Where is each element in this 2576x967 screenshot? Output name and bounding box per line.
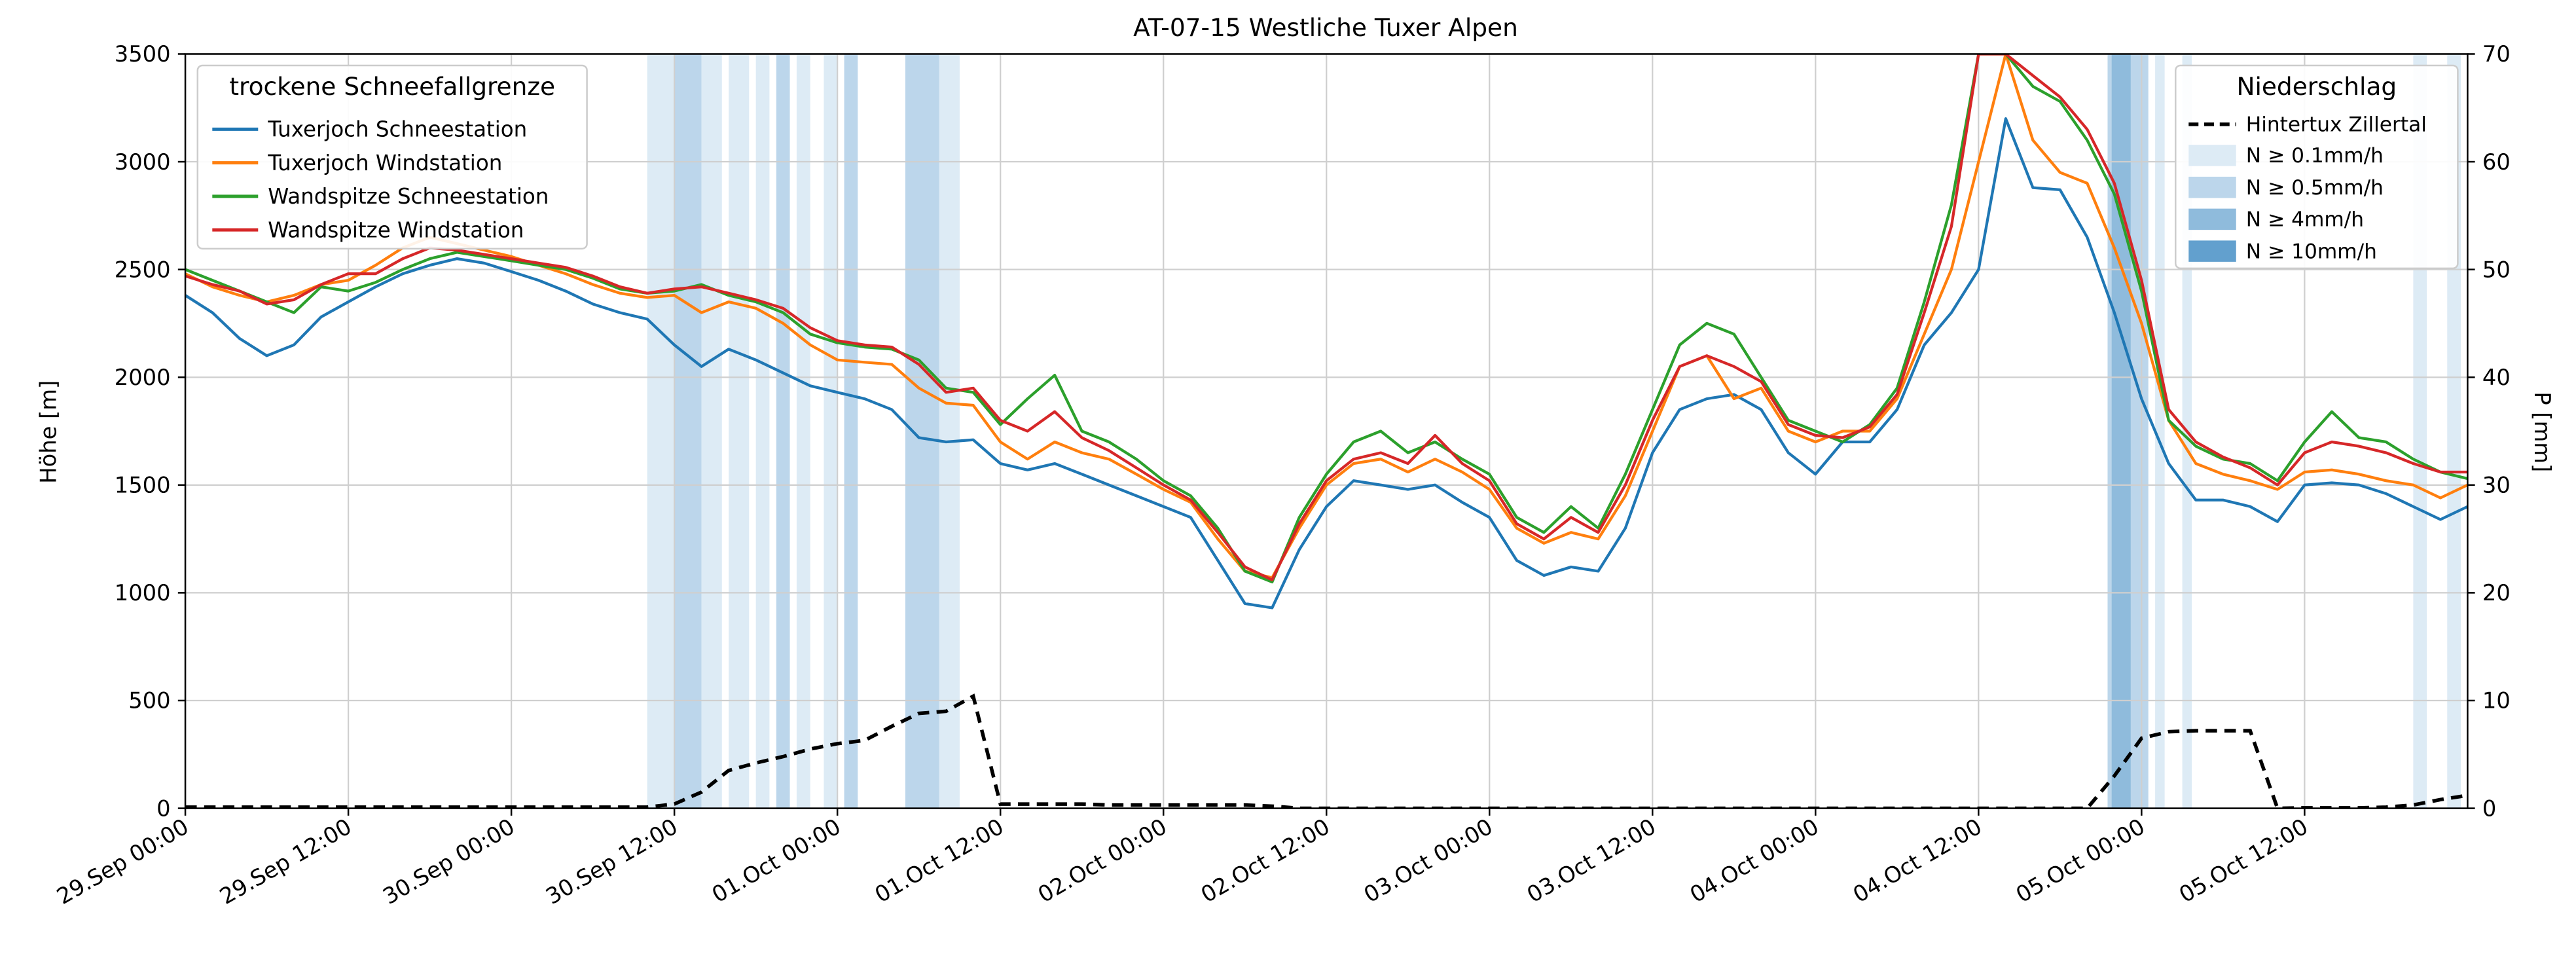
y-tick-label-left: 3000	[115, 149, 171, 175]
x-tick-label: 03.Oct 00:00	[1360, 814, 1497, 908]
y-tick-label-left: 0	[156, 795, 170, 821]
x-tick-label: 05.Oct 00:00	[2012, 814, 2149, 908]
legend-schneefallgrenze: trockene Schneefallgrenze Tuxerjoch Schne…	[196, 64, 588, 250]
precip-cumulative-line	[185, 693, 2468, 809]
y-axis-label-right: P [mm]	[2530, 392, 2555, 472]
y-tick-label-left: 1500	[115, 473, 171, 498]
y-tick-label-right: 0	[2482, 795, 2496, 821]
precip-band	[796, 54, 810, 809]
y-tick-label-left: 1000	[115, 580, 171, 606]
y-axis-label-left: Höhe [m]	[36, 380, 62, 484]
precip-band	[844, 54, 858, 809]
series-line-tuxerjoch-schneestation	[185, 117, 2468, 610]
legend-entry-label: Wandspitze Windstation	[268, 217, 524, 242]
series-lines-layer	[185, 54, 2468, 610]
x-tick-label: 03.Oct 12:00	[1523, 814, 1660, 908]
legend-box	[196, 64, 588, 250]
x-tick-label: 30.Sep 12:00	[541, 814, 681, 909]
precip-band	[729, 54, 750, 809]
precip-band	[824, 54, 838, 809]
x-tick-label: 01.Oct 00:00	[708, 814, 845, 908]
legend-entry-label: N ≥ 0.5mm/h	[2246, 176, 2384, 200]
legend-title: Niederschlag	[2236, 72, 2397, 101]
x-tick-label: 01.Oct 12:00	[871, 814, 1008, 908]
series-line-tuxerjoch-windstation	[185, 54, 2468, 579]
y-tick-label-left: 500	[128, 688, 170, 714]
y-tick-label-right: 60	[2482, 149, 2511, 175]
legend-band-swatch	[2188, 145, 2236, 166]
precip-band	[701, 54, 722, 809]
precip-band	[647, 54, 675, 809]
x-tick-label: 02.Oct 00:00	[1034, 814, 1171, 908]
y-tick-label-right: 50	[2482, 257, 2511, 282]
series-line-wandspitze-windstation	[185, 54, 2468, 581]
legend-band-swatch	[2188, 208, 2236, 230]
legend-entry-label: N ≥ 4mm/h	[2246, 208, 2364, 232]
series-line-wandspitze-schneestation	[185, 54, 2468, 584]
y-tick-label-right: 70	[2482, 41, 2511, 67]
legend-niederschlag: Niederschlag Hintertux Zillertal N ≥ 0.1mm…	[2175, 64, 2459, 270]
precip-band	[939, 54, 960, 809]
y-tick-label-right: 10	[2482, 688, 2511, 714]
precip-band	[755, 54, 770, 809]
legends-layer: trockene Schneefallgrenze Tuxerjoch Schne…	[196, 64, 2459, 270]
precip-band	[2111, 54, 2131, 809]
precip-line-layer	[185, 693, 2468, 809]
legend-entry-label: Wandspitze Schneestation	[268, 184, 549, 209]
y-tick-label-left: 2500	[115, 257, 171, 282]
precip-band	[905, 54, 939, 809]
legend-entry-label: Tuxerjoch Windstation	[267, 151, 502, 175]
precip-band	[776, 54, 790, 809]
x-tick-label: 29.Sep 00:00	[52, 814, 192, 909]
x-tick-label: 04.Oct 12:00	[1849, 814, 1986, 908]
precip-band	[2155, 54, 2165, 809]
x-tick-label: 29.Sep 12:00	[215, 814, 355, 909]
y-tick-label-left: 3500	[115, 41, 171, 67]
legend-title: trockene Schneefallgrenze	[229, 72, 555, 101]
legend-entry-label: N ≥ 10mm/h	[2246, 240, 2377, 263]
x-tick-label: 04.Oct 00:00	[1686, 814, 1823, 908]
legend-entry-label: N ≥ 0.1mm/h	[2246, 144, 2384, 168]
precip-band	[674, 54, 702, 809]
chart-title: AT-07-15 Westliche Tuxer Alpen	[1133, 13, 1518, 42]
x-tick-label: 02.Oct 12:00	[1197, 814, 1334, 908]
y-tick-label-right: 30	[2482, 473, 2511, 498]
legend-entry-label: Tuxerjoch Schneestation	[267, 117, 527, 142]
legend-band-swatch	[2188, 176, 2236, 198]
legend-entry-label: Hintertux Zillertal	[2246, 113, 2427, 137]
y-tick-label-left: 2000	[115, 365, 171, 390]
y-tick-label-right: 20	[2482, 580, 2511, 606]
legend-band-swatch	[2188, 240, 2236, 262]
x-tick-label: 30.Sep 00:00	[378, 814, 518, 909]
x-tick-label: 05.Oct 12:00	[2175, 814, 2312, 908]
y-tick-label-right: 40	[2482, 365, 2511, 390]
legend-box	[2175, 64, 2459, 270]
